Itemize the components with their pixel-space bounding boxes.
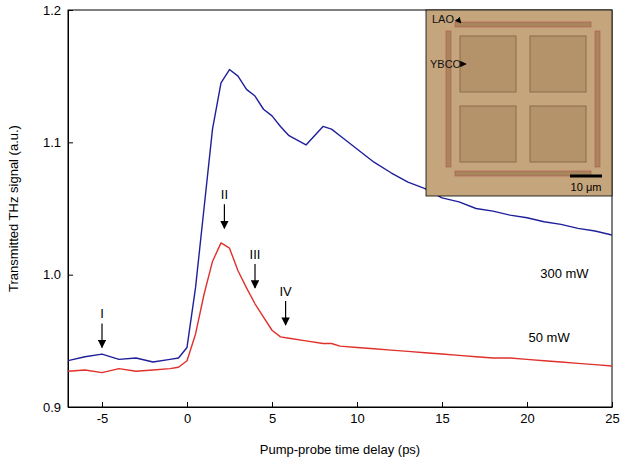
x-tick-mark	[272, 402, 273, 407]
arrow-label: III	[250, 247, 261, 262]
inset-pad	[530, 36, 586, 92]
inset: LAO YBCO 10 μm	[426, 10, 612, 196]
x-tick: 25	[605, 402, 619, 426]
x-tick: 20	[520, 402, 534, 426]
arrow-label: I	[100, 306, 104, 321]
inset-pad	[460, 36, 516, 92]
scale-bar	[570, 175, 602, 178]
inset-pad	[460, 106, 516, 162]
x-tick-label: 10	[350, 411, 364, 426]
x-tick-label: 20	[520, 411, 534, 426]
x-tick-label: 0	[184, 411, 191, 426]
scale-bar-label: 10 μm	[571, 181, 602, 193]
arrow	[254, 264, 255, 288]
inset-label: LAO	[432, 13, 454, 25]
x-tick-mark	[357, 402, 358, 407]
chart: -5 0 5 10 15 20 25 0.9 1.0 1.1 1.2 Pump-probe time …	[0, 0, 628, 464]
annotation: 300 mW	[540, 266, 589, 281]
x-tick-mark	[102, 402, 103, 407]
arrow-label: II	[221, 187, 228, 202]
x-tick-mark	[442, 402, 443, 407]
y-tick-mark	[68, 10, 73, 11]
y-tick: 1.2	[43, 3, 73, 18]
x-tick-label: 15	[435, 411, 449, 426]
inset-pointer	[464, 64, 466, 65]
x-tick: -5	[97, 402, 109, 426]
y-tick-label: 0.9	[43, 400, 61, 415]
series-line	[68, 70, 612, 362]
annotation: 50 mW	[529, 330, 571, 345]
x-tick-label: -5	[97, 411, 109, 426]
y-axis-line	[68, 11, 69, 408]
y-tick: 1.0	[43, 267, 73, 282]
x-tick: 10	[350, 402, 364, 426]
y-tick: 1.1	[43, 135, 73, 150]
y-tick-label: 1.2	[43, 3, 61, 18]
x-tick: 15	[435, 402, 449, 426]
x-axis-title: Pump-probe time delay (ps)	[260, 442, 420, 457]
inset-bar	[595, 31, 600, 167]
arrow-label: IV	[279, 284, 292, 299]
x-tick-mark	[187, 402, 188, 407]
y-tick-label: 1.0	[43, 267, 61, 282]
inset-label: YBCO	[430, 58, 462, 70]
x-tick: 5	[269, 402, 276, 426]
x-axis: -5 0 5 10 15 20 25	[69, 402, 620, 426]
x-tick-mark	[612, 402, 613, 407]
inset-pointer	[457, 19, 461, 23]
x-tick-label: 25	[605, 411, 619, 426]
y-tick-mark	[68, 142, 73, 143]
arrow	[285, 301, 286, 325]
x-tick-label: 5	[269, 411, 276, 426]
y-tick-mark	[68, 407, 73, 408]
plot-frame	[68, 10, 612, 407]
series-group	[68, 70, 612, 373]
x-axis-line	[69, 407, 613, 408]
y-axis-title: Transmitted THz signal (a.u.)	[6, 125, 21, 292]
inset-bar	[446, 31, 451, 167]
inset-pad	[530, 106, 586, 162]
y-tick: 0.9	[43, 400, 73, 415]
arrow	[224, 204, 225, 228]
inset-image	[426, 10, 612, 196]
series-line	[68, 243, 612, 373]
inset-bar	[455, 22, 591, 27]
y-tick-mark	[68, 275, 73, 276]
y-axis: 0.9 1.0 1.1 1.2	[43, 3, 73, 415]
arrow	[101, 323, 102, 347]
x-tick: 0	[184, 402, 191, 426]
x-tick-mark	[527, 402, 528, 407]
y-tick-label: 1.1	[43, 135, 61, 150]
